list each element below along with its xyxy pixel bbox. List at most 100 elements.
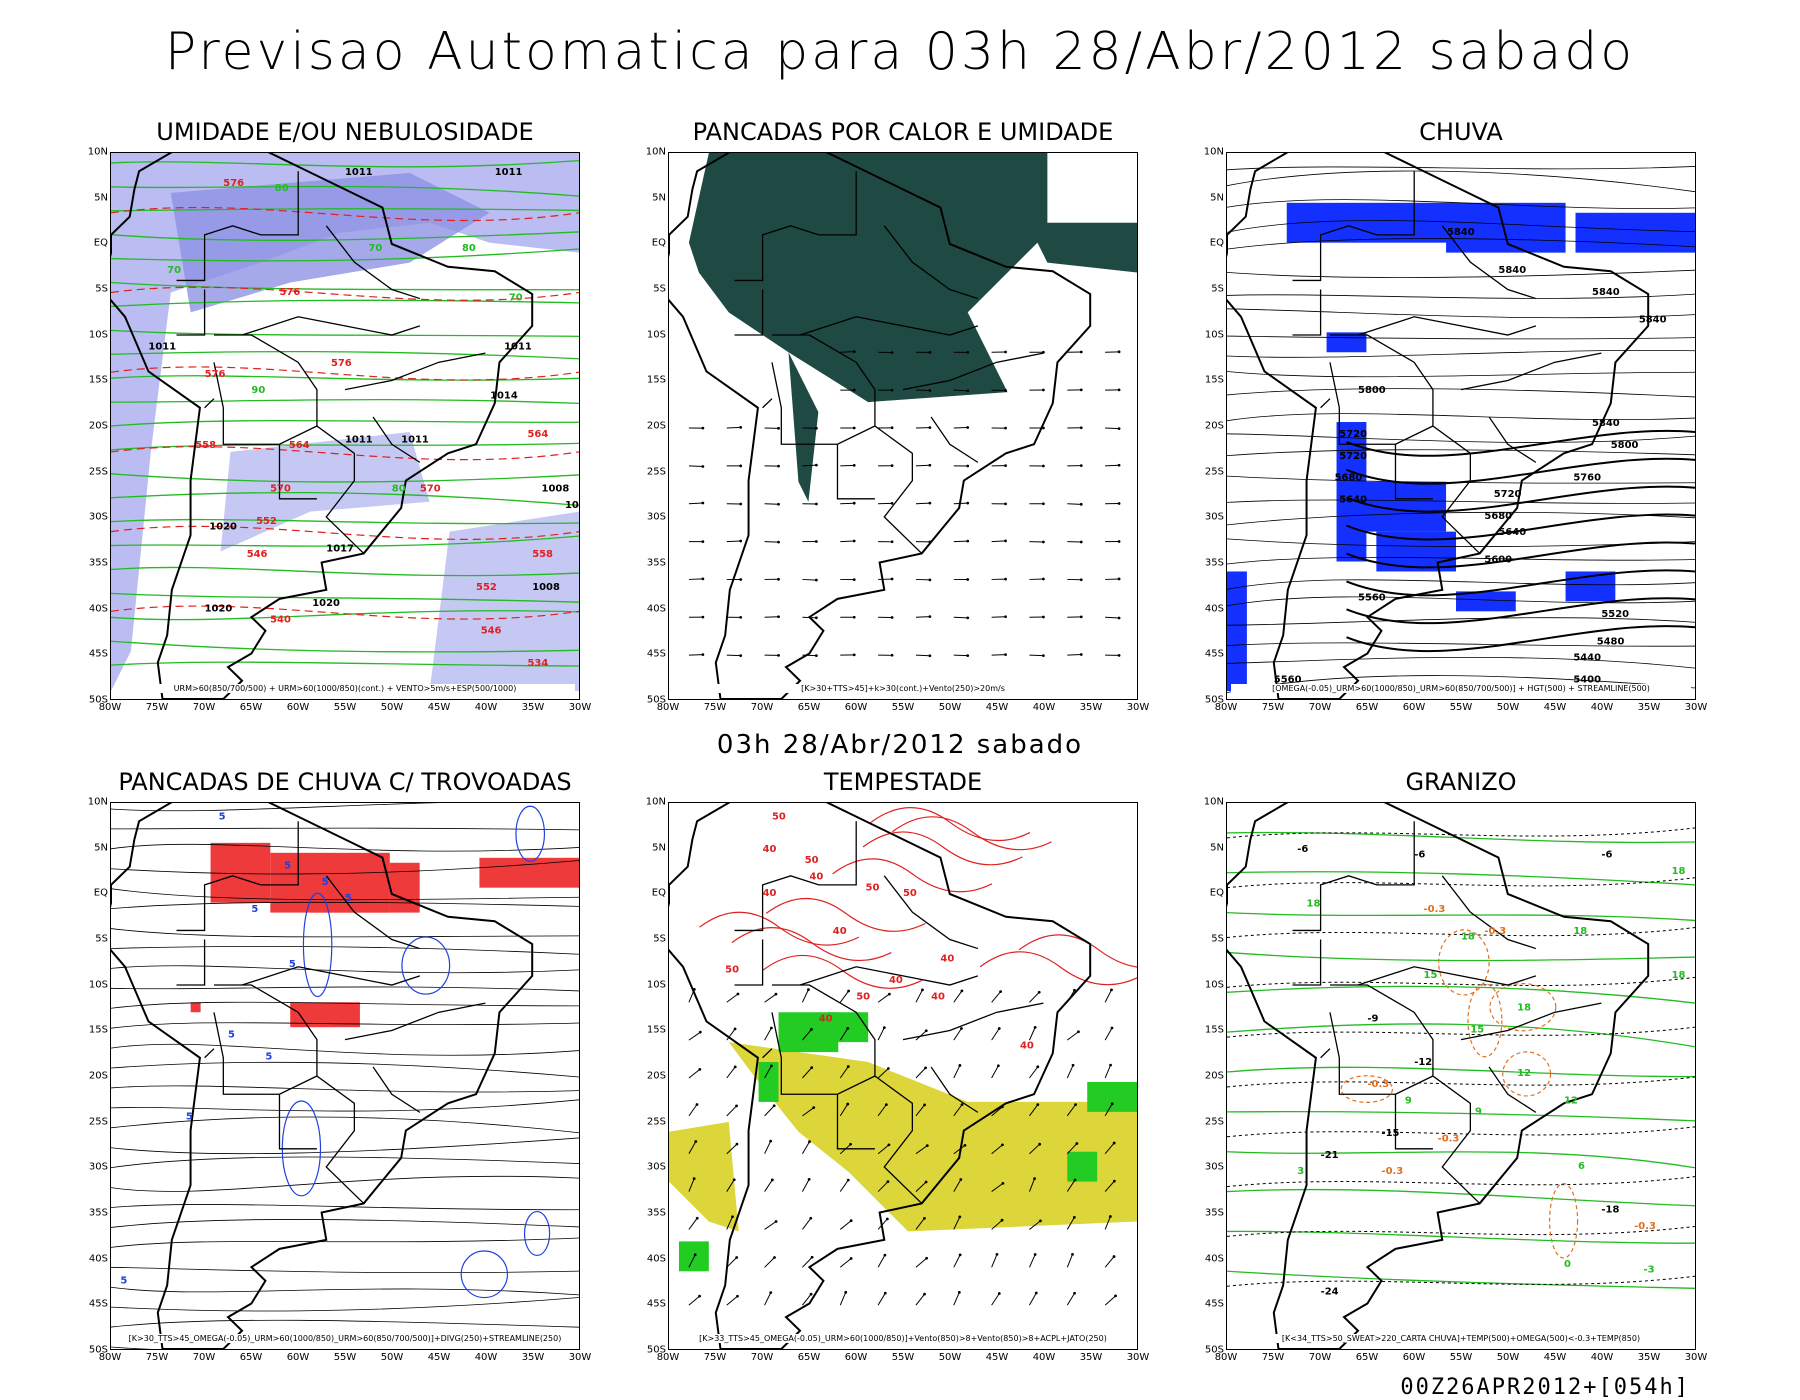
contour-label: 540 bbox=[270, 615, 291, 626]
contour-label: 5440 bbox=[1573, 653, 1601, 664]
wind-arrows bbox=[688, 988, 1117, 1306]
lat-tick-label: 35S bbox=[88, 557, 108, 569]
lat-tick-label: 5N bbox=[1210, 192, 1224, 204]
contour-label: 5640 bbox=[1498, 527, 1526, 538]
contour-label: -6 bbox=[1414, 850, 1425, 861]
contour-label: -0.3 bbox=[1424, 904, 1446, 915]
country-border bbox=[734, 939, 764, 986]
panel-legend-caption: [K>33_TTS>45_OMEGA(-0.05)_URM>60(1000/85… bbox=[673, 1334, 1133, 1343]
contour-label: 40 bbox=[763, 844, 777, 855]
coastline bbox=[111, 803, 534, 1349]
contour-label: 576 bbox=[205, 369, 226, 380]
lon-tick-label: 60W bbox=[286, 702, 310, 713]
rain-field bbox=[1227, 166, 1695, 694]
lon-tick-label: 65W bbox=[1355, 702, 1379, 713]
contour-label: 558 bbox=[195, 440, 216, 451]
map-frame: 5840 5840 5840 5840 5800 5720 5720 5680 5640 5840… bbox=[1226, 152, 1696, 700]
lon-tick-label: 40W bbox=[1032, 1352, 1056, 1363]
longitude-axis: 80W 75W 70W 65W 60W 55W 50W 45W 40W 35W 30W bbox=[1215, 1352, 1708, 1368]
country-border bbox=[325, 875, 421, 950]
panel-legend-caption: [K>30_TTS>45_OMEGA(-0.05)_URM>60(1000/85… bbox=[115, 1334, 575, 1343]
country-border bbox=[799, 966, 979, 986]
lon-tick-label: 60W bbox=[1402, 702, 1426, 713]
lat-tick-label: EQ bbox=[1209, 887, 1224, 899]
contour-label: 50 bbox=[856, 992, 870, 1003]
lat-tick-label: 30S bbox=[1204, 511, 1224, 523]
lon-tick-label: 80W bbox=[98, 1352, 122, 1363]
lon-tick-label: 30W bbox=[568, 1352, 592, 1363]
country-border bbox=[1460, 352, 1602, 391]
lat-tick-label: EQ bbox=[651, 237, 666, 249]
contour-label: -9 bbox=[1367, 1013, 1378, 1024]
lat-tick-label: 20S bbox=[646, 1070, 666, 1082]
country-border bbox=[372, 1066, 421, 1113]
lon-tick-label: 60W bbox=[1402, 1352, 1426, 1363]
contour-label: 5 bbox=[265, 1052, 272, 1063]
country-border bbox=[176, 289, 206, 336]
lon-tick-label: 75W bbox=[145, 702, 169, 713]
contour-label: 9 bbox=[1475, 1106, 1482, 1117]
lat-tick-label: 10N bbox=[1203, 796, 1224, 808]
forecast-time-subtitle: 03h 28/Abr/2012 sabado bbox=[716, 730, 1084, 760]
country-border bbox=[1329, 334, 1481, 554]
lon-tick-label: 75W bbox=[703, 702, 727, 713]
map-canvas: 5 5 5 5 5 5 5 5 5 5 bbox=[111, 803, 579, 1349]
country-border bbox=[771, 362, 876, 445]
thunderstorm-field bbox=[111, 803, 579, 1349]
contour-label: 5 bbox=[219, 811, 226, 822]
longitude-axis: 80W 75W 70W 65W 60W 55W 50W 45W 40W 35W 30W bbox=[657, 702, 1150, 718]
contour-label: 5680 bbox=[1335, 473, 1363, 484]
lon-tick-label: 35W bbox=[1079, 702, 1103, 713]
model-run-stamp: 00Z26APR2012+[054h] bbox=[1400, 1375, 1690, 1400]
lon-tick-label: 35W bbox=[521, 702, 545, 713]
lat-tick-label: 5S bbox=[1211, 283, 1224, 295]
country-border bbox=[1329, 362, 1434, 445]
lon-tick-label: 50W bbox=[380, 702, 404, 713]
lat-tick-label: 5N bbox=[1210, 842, 1224, 854]
lat-tick-label: 15S bbox=[646, 1024, 666, 1036]
contour-label: 5 bbox=[289, 959, 296, 970]
contour-label: -0.3 bbox=[1367, 1079, 1389, 1090]
country-border bbox=[213, 334, 365, 554]
lon-tick-label: 40W bbox=[1590, 1352, 1614, 1363]
lon-tick-label: 50W bbox=[938, 702, 962, 713]
lat-tick-label: 5S bbox=[95, 933, 108, 945]
contour-label: 1008 bbox=[542, 484, 570, 495]
country-border bbox=[883, 875, 979, 950]
map-canvas: 1011 1011 1011 1011 1014 1011 1020 1017 1020 1020… bbox=[111, 153, 579, 699]
lat-tick-label: 35S bbox=[1204, 557, 1224, 569]
lon-tick-label: 45W bbox=[427, 702, 451, 713]
contour-label: -21 bbox=[1321, 1150, 1339, 1161]
contour-label: 5560 bbox=[1358, 593, 1386, 604]
lat-tick-label: 25S bbox=[88, 466, 108, 478]
lat-tick-label: 45S bbox=[646, 648, 666, 660]
country-border bbox=[176, 171, 299, 282]
country-border bbox=[799, 316, 979, 336]
panel-legend-caption: [OMEGA(-0.05)_URM>60(1000/850)_URM>60(85… bbox=[1231, 684, 1691, 693]
panel-title: GRANIZO bbox=[1405, 768, 1517, 796]
lon-tick-label: 55W bbox=[333, 702, 357, 713]
map-frame: 1011 1011 1011 1011 1014 1011 1020 1017 1020 1020… bbox=[110, 152, 580, 700]
convection-field bbox=[688, 153, 1137, 502]
lon-tick-label: 30W bbox=[1684, 702, 1708, 713]
contour-label: -0.3 bbox=[1634, 1221, 1656, 1232]
country-border bbox=[1329, 984, 1481, 1204]
country-border bbox=[734, 821, 857, 932]
contour-label: 5 bbox=[120, 1275, 127, 1286]
contour-label: -3 bbox=[1644, 1265, 1655, 1276]
lon-tick-label: 65W bbox=[797, 702, 821, 713]
contour-label: 40 bbox=[763, 888, 777, 899]
contour-label: 1011 bbox=[345, 434, 373, 445]
longitude-axis: 80W 75W 70W 65W 60W 55W 50W 45W 40W 35W 30W bbox=[99, 702, 592, 718]
contour-label: 5 bbox=[322, 877, 329, 888]
lon-tick-label: 75W bbox=[1261, 702, 1285, 713]
panel-legend-caption: URM>60(850/700/500) + URM>60(1000/850)(c… bbox=[115, 684, 575, 693]
lat-tick-label: 50S bbox=[646, 694, 666, 706]
contour-label: 552 bbox=[256, 516, 277, 527]
latitude-axis: 10N 5N EQ 5S 10S 15S 20S 25S 30S 35S 40S 45S 50S bbox=[1196, 797, 1224, 1356]
country-border bbox=[1488, 1066, 1537, 1113]
lat-tick-label: 15S bbox=[88, 1024, 108, 1036]
lon-tick-label: 80W bbox=[656, 1352, 680, 1363]
country-border bbox=[213, 362, 318, 445]
wind-arrows bbox=[688, 350, 1121, 658]
